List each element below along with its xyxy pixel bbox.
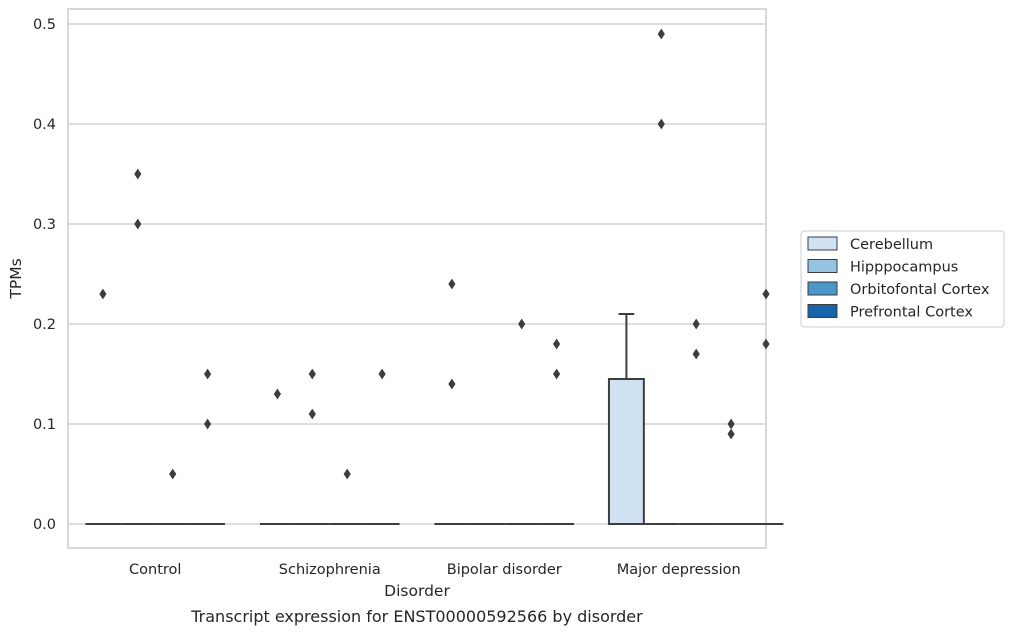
outlier-point — [692, 348, 700, 360]
legend-swatch — [807, 259, 838, 273]
outlier-point — [727, 428, 735, 440]
x-axis-label: Disorder — [384, 582, 450, 600]
outlier-point — [518, 318, 526, 330]
plot-frame — [67, 8, 767, 549]
outlier-point — [727, 418, 735, 430]
legend-label: Cerebellum — [850, 237, 933, 253]
boxes — [85, 313, 784, 525]
outlier-point — [308, 408, 316, 420]
outlier-point — [448, 278, 456, 290]
outlier-point — [204, 368, 212, 380]
legend-label: Hipppocampus — [850, 260, 958, 276]
y-axis-ticks: 0.0 0.1 0.2 0.3 0.4 0.5 — [33, 17, 56, 533]
outlier-point — [204, 418, 212, 430]
y-axis-label: TPMs — [7, 258, 25, 299]
y-tick-label: 0.3 — [33, 217, 56, 233]
legend-swatch — [807, 304, 838, 318]
outlier-point — [692, 318, 700, 330]
y-tick-label: 0.0 — [33, 517, 56, 533]
x-tick-label: Bipolar disorder — [447, 562, 562, 578]
box-plot — [607, 313, 645, 525]
box — [607, 378, 645, 525]
outlier-point — [273, 388, 281, 400]
legend-item: Orbitofontal Cortex — [807, 281, 990, 298]
x-axis-ticks: Control Schizophrenia Bipolar disorder Majo… — [129, 562, 741, 578]
outlier-point — [378, 368, 386, 380]
outlier-point — [553, 338, 561, 350]
y-tick-label: 0.2 — [33, 317, 56, 333]
chart-caption: Transcript expression for ENST0000059256… — [190, 607, 643, 626]
legend-label: Prefrontal Cortex — [850, 305, 973, 321]
outlier-point — [343, 468, 351, 480]
outlier-point — [553, 368, 561, 380]
legend-frame — [800, 230, 1005, 328]
outlier-point — [99, 288, 107, 300]
outlier-point — [134, 168, 142, 180]
legend-item: Prefrontal Cortex — [807, 304, 973, 321]
grid-lines — [68, 23, 766, 525]
legend-item: Cerebellum — [807, 236, 933, 253]
legend: Cerebellum Hipppocampus Orbitofontal Corte… — [800, 230, 1005, 328]
legend-label: Orbitofontal Cortex — [850, 282, 990, 298]
outliers — [99, 28, 770, 480]
legend-swatch — [807, 281, 838, 296]
x-tick-label: Schizophrenia — [279, 562, 381, 578]
outlier-point — [657, 118, 665, 130]
legend-item: Hipppocampus — [807, 259, 958, 276]
outlier-point — [657, 28, 665, 40]
x-tick-label: Major depression — [617, 562, 741, 578]
outlier-point — [308, 368, 316, 380]
y-tick-label: 0.1 — [33, 417, 56, 433]
outlier-point — [762, 288, 770, 300]
y-tick-label: 0.4 — [33, 117, 56, 133]
outlier-point — [134, 218, 142, 230]
x-tick-label: Control — [129, 562, 181, 578]
y-tick-label: 0.5 — [33, 17, 56, 33]
outlier-point — [169, 468, 177, 480]
outlier-point — [762, 338, 770, 350]
outlier-point — [448, 378, 456, 390]
legend-swatch — [807, 236, 838, 251]
